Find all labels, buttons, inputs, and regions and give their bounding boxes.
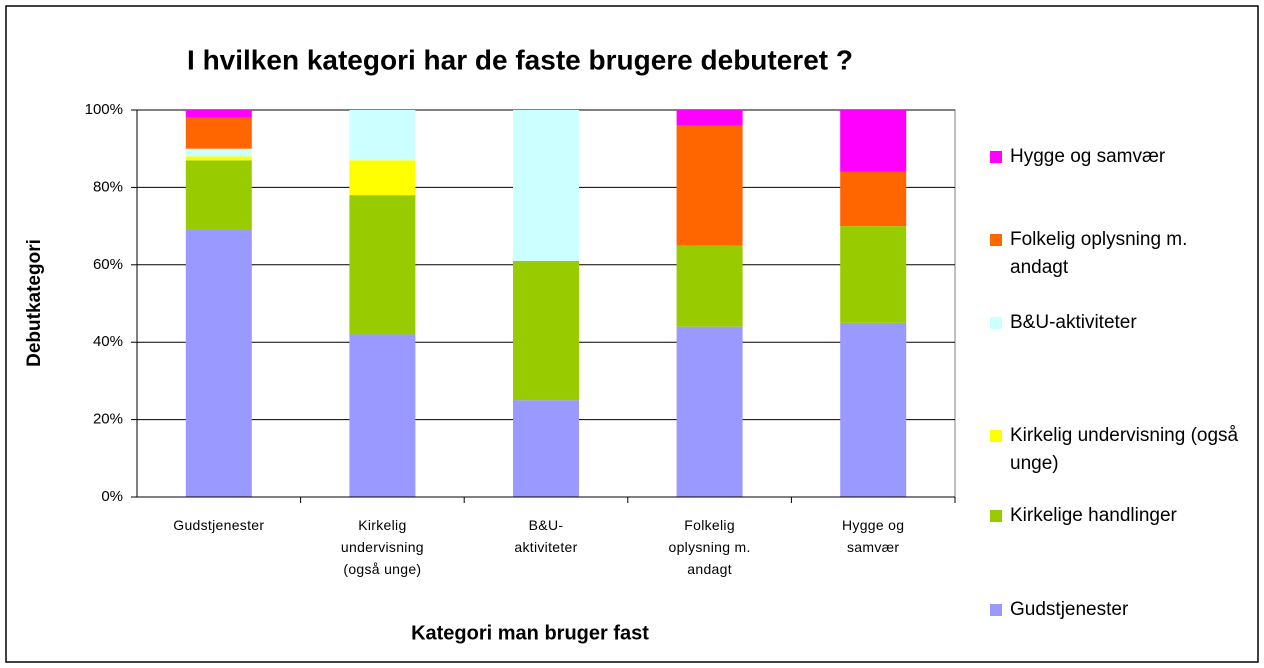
bar-segment bbox=[349, 110, 416, 161]
bar-segment bbox=[840, 110, 907, 172]
bar-segment bbox=[185, 117, 252, 149]
bar-segment bbox=[349, 195, 416, 335]
y-axis-title: Debutkategori bbox=[24, 239, 45, 367]
bar-segment bbox=[185, 156, 252, 161]
x-axis-title: Kategori man bruger fast bbox=[411, 622, 649, 644]
bar-segment bbox=[840, 171, 907, 227]
legend-swatch bbox=[990, 510, 1002, 522]
bar-segment bbox=[185, 229, 252, 497]
legend-entry: Hygge og samvær bbox=[990, 143, 1250, 171]
y-tick-label: 60% bbox=[93, 256, 123, 273]
bar-segment bbox=[676, 326, 743, 497]
bar-segment bbox=[513, 260, 579, 401]
bar-segment bbox=[840, 322, 907, 497]
bar-segment bbox=[185, 160, 252, 230]
bar-segment bbox=[676, 125, 743, 246]
legend-swatch bbox=[990, 430, 1002, 442]
y-tick-label: 80% bbox=[93, 178, 123, 195]
chart-title: I hvilken kategori har de faste brugere … bbox=[187, 44, 853, 75]
bar-segment bbox=[349, 334, 416, 497]
x-tick-label: Kirkelig undervisning (også unge) bbox=[340, 517, 424, 577]
legend-entry: Folkelig oplysning m. andagt bbox=[990, 226, 1250, 282]
legend-swatch bbox=[990, 234, 1002, 246]
y-tick-label: 100% bbox=[85, 101, 123, 118]
bar-segment bbox=[185, 148, 252, 157]
x-tick-label: Hygge og samvær bbox=[842, 517, 905, 555]
y-tick-label: 20% bbox=[93, 411, 123, 428]
y-tick-label: 40% bbox=[93, 333, 123, 350]
bar-segment bbox=[676, 245, 743, 327]
legend-swatch bbox=[990, 151, 1002, 163]
bar-segment bbox=[676, 110, 743, 126]
x-tick-label: B&U-aktiviteter bbox=[514, 517, 578, 555]
bar-segment bbox=[349, 160, 416, 196]
legend-entry: Gudstjenester bbox=[990, 596, 1250, 624]
bar-segment bbox=[840, 226, 907, 323]
bar-segment bbox=[513, 110, 579, 261]
x-tick-label: Gudstjenester bbox=[173, 517, 265, 533]
y-tick-label: 0% bbox=[101, 488, 123, 505]
legend-swatch bbox=[990, 604, 1002, 616]
legend-entry: Kirkelig undervisning (også unge) bbox=[990, 422, 1250, 478]
legend-swatch bbox=[990, 317, 1002, 329]
legend-entry: Kirkelige handlinger bbox=[990, 502, 1250, 530]
bar-segment bbox=[185, 110, 252, 118]
x-tick-label: Folkelig oplysning m. andagt bbox=[668, 517, 751, 577]
bar-segment bbox=[513, 400, 579, 497]
legend-entry: B&U-aktiviteter bbox=[990, 309, 1250, 337]
